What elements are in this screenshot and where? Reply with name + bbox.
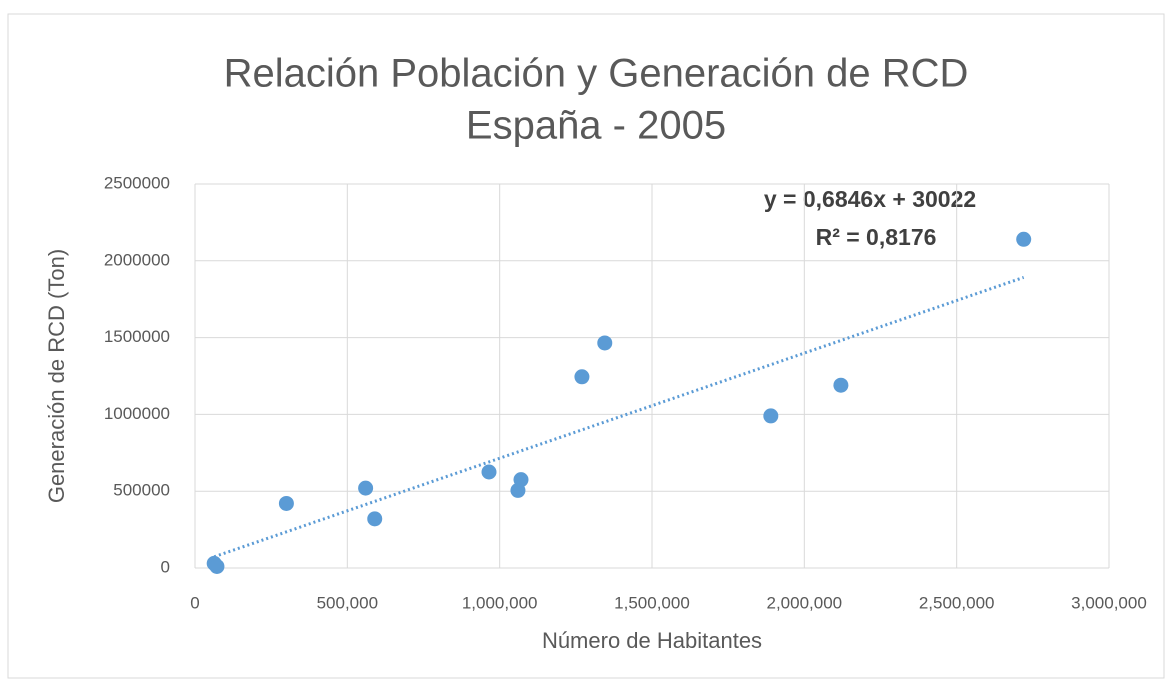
- x-axis-label: Número de Habitantes: [542, 628, 762, 653]
- data-point: [367, 511, 383, 527]
- y-axis-label: Generación de RCD (Ton): [44, 249, 69, 503]
- data-point: [763, 408, 779, 424]
- trendline-equation: y = 0,6846x + 30022: [764, 186, 976, 212]
- y-tick-label: 0: [161, 557, 170, 576]
- x-tick-label: 3,000,000: [1071, 593, 1147, 612]
- trendline-r2: R² = 0,8176: [816, 224, 937, 250]
- x-tick-label: 1,000,000: [462, 593, 538, 612]
- chart-title: España - 2005: [466, 104, 726, 148]
- data-point: [481, 464, 497, 480]
- data-point: [1016, 231, 1032, 247]
- data-point: [597, 335, 613, 351]
- data-point: [209, 558, 225, 574]
- chart-border: [7, 13, 1165, 679]
- data-point: [358, 480, 374, 496]
- data-point: [278, 495, 294, 511]
- y-tick-label: 2500000: [104, 173, 170, 192]
- data-point: [574, 369, 590, 385]
- y-tick-label: 1500000: [104, 327, 170, 346]
- data-point: [513, 472, 529, 488]
- y-tick-label: 2000000: [104, 250, 170, 269]
- x-tick-label: 0: [190, 593, 199, 612]
- x-tick-label: 2,000,000: [767, 593, 843, 612]
- x-tick-label: 500,000: [317, 593, 378, 612]
- x-tick-label: 1,500,000: [614, 593, 690, 612]
- x-tick-label: 2,500,000: [919, 593, 995, 612]
- y-tick-label: 500000: [113, 481, 170, 500]
- chart-title: Relación Población y Generación de RCD: [224, 52, 969, 96]
- data-point: [833, 377, 849, 393]
- y-tick-label: 1000000: [104, 404, 170, 423]
